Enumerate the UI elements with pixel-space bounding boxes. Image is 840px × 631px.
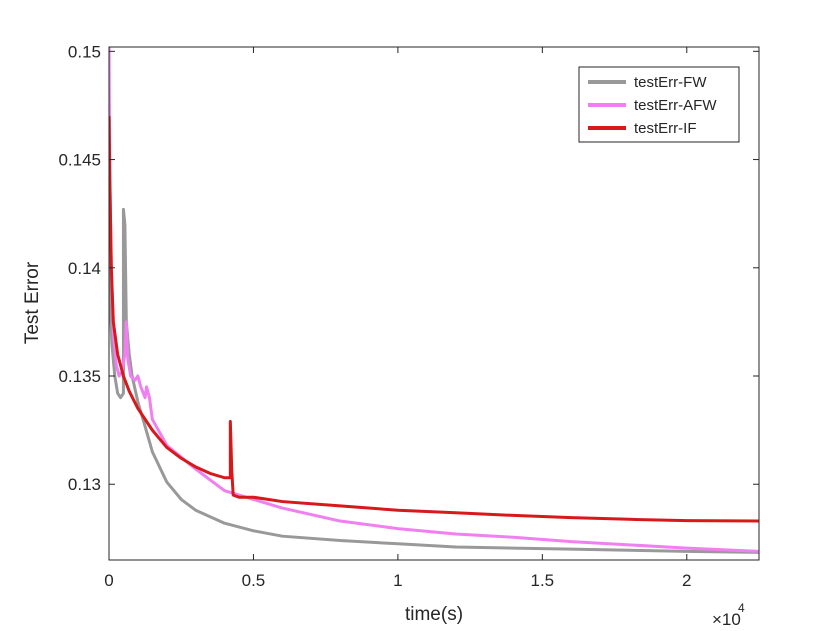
y-tick-label: 0.145 <box>58 151 101 170</box>
tick-layer: 0 0.5 1 1.5 2 0.13 0.135 0.14 0.145 0.15 <box>58 42 759 590</box>
legend-label-testErr-AFW: testErr-AFW <box>634 97 717 114</box>
x-tick-label: 1 <box>393 571 402 590</box>
legend: testErr-FW testErr-AFW testErr-IF <box>578 66 740 143</box>
x-exponent-power: 4 <box>738 601 745 615</box>
legend-label-testErr-FW: testErr-FW <box>634 74 707 91</box>
y-tick-label: 0.13 <box>68 475 101 494</box>
axes-box <box>108 46 760 561</box>
y-tick-label: 0.15 <box>68 42 101 61</box>
y-axis-label: Test Error <box>22 261 43 344</box>
x-tick-label: 1.5 <box>531 571 555 590</box>
y-tick-label: 0.135 <box>58 367 101 386</box>
x-tick-label: 0 <box>104 571 113 590</box>
series-line-testErr-FW <box>109 207 759 554</box>
x-tick-label: 2 <box>682 571 691 590</box>
legend-label-testErr-IF: testErr-IF <box>634 120 697 137</box>
legend-entries: testErr-FW testErr-AFW testErr-IF <box>588 74 717 137</box>
y-tick-label: 0.14 <box>68 259 101 278</box>
series-line-testErr-AFW <box>109 47 759 553</box>
series-line-testErr-IF <box>109 116 759 523</box>
x-tick-label: 0.5 <box>242 571 266 590</box>
x-exponent-base: ×10 <box>712 610 741 629</box>
x-exponent-label: ×10 4 <box>712 601 745 629</box>
series-layer <box>109 47 759 554</box>
x-axis-label: time(s) <box>405 604 463 625</box>
